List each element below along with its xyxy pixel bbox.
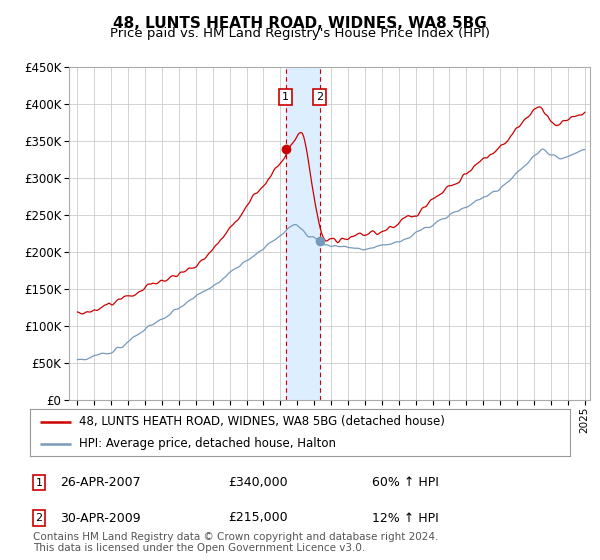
Text: 60% ↑ HPI: 60% ↑ HPI xyxy=(372,476,439,489)
Text: 2: 2 xyxy=(316,92,323,102)
Text: £215,000: £215,000 xyxy=(228,511,287,525)
Text: £340,000: £340,000 xyxy=(228,476,287,489)
Text: 48, LUNTS HEATH ROAD, WIDNES, WA8 5BG: 48, LUNTS HEATH ROAD, WIDNES, WA8 5BG xyxy=(113,16,487,31)
Text: 1: 1 xyxy=(282,92,289,102)
Text: Contains HM Land Registry data © Crown copyright and database right 2024.
This d: Contains HM Land Registry data © Crown c… xyxy=(33,531,439,553)
Text: 48, LUNTS HEATH ROAD, WIDNES, WA8 5BG (detached house): 48, LUNTS HEATH ROAD, WIDNES, WA8 5BG (d… xyxy=(79,415,445,428)
Text: 2: 2 xyxy=(35,513,43,523)
Text: 26-APR-2007: 26-APR-2007 xyxy=(60,476,140,489)
Text: HPI: Average price, detached house, Halton: HPI: Average price, detached house, Halt… xyxy=(79,437,335,450)
Text: Price paid vs. HM Land Registry's House Price Index (HPI): Price paid vs. HM Land Registry's House … xyxy=(110,27,490,40)
Text: 1: 1 xyxy=(35,478,43,488)
Text: 30-APR-2009: 30-APR-2009 xyxy=(60,511,140,525)
Bar xyxy=(286,67,320,400)
Text: 12% ↑ HPI: 12% ↑ HPI xyxy=(372,511,439,525)
